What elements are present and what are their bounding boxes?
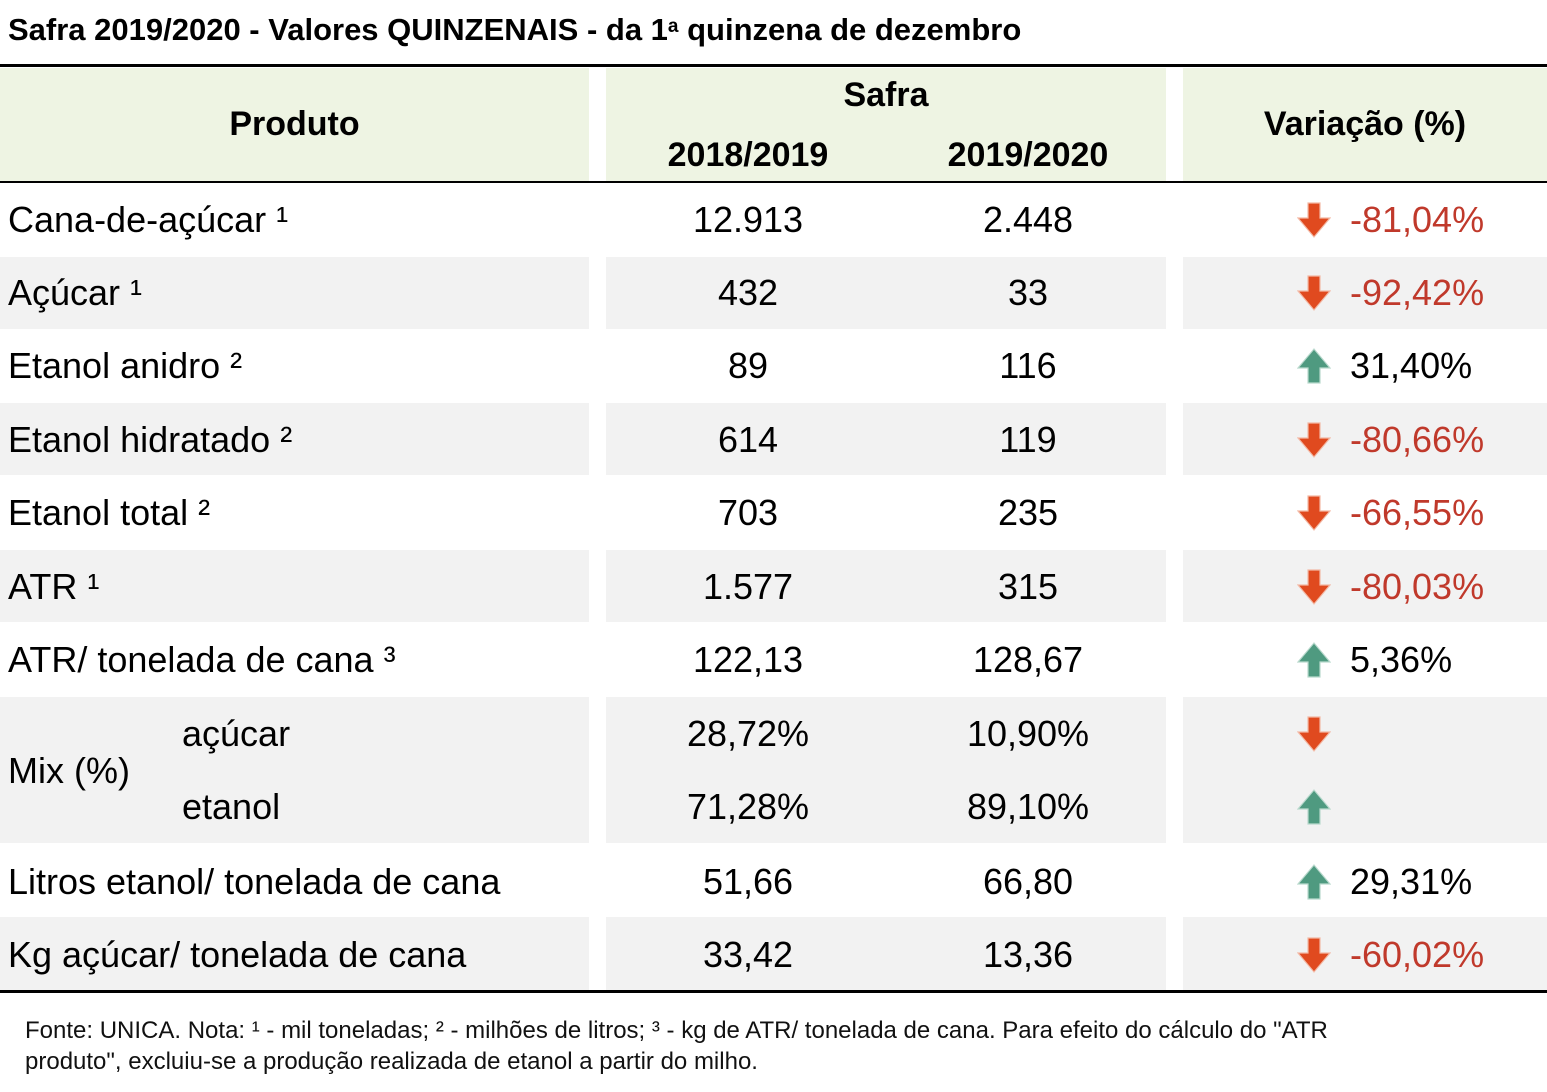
row-value-2019-2020: 10,90% [966,713,1090,754]
table-row-mix-acucar: açúcar 28,72% 10,90% [0,697,1547,770]
row-value-2019-2020: 128,67 [972,639,1084,680]
row-value-2019-2020: 235 [997,492,1059,533]
arrow-up-icon [1297,864,1331,900]
header-year-2018-2019: 2018/2019 [667,136,829,174]
row-stripe [0,550,589,622]
row-stripe [0,257,589,329]
row-variacao: 31,40% [1350,345,1473,386]
row-value-2018-2019: 703 [717,492,779,533]
row-value-2019-2020: 13,36 [982,934,1074,975]
row-produto: ATR ¹ [8,566,100,607]
row-value-2018-2019: 28,72% [686,713,810,754]
row-value-2018-2019: 89 [727,345,769,386]
row-value-2018-2019: 51,66 [702,861,794,902]
arrow-down-icon [1297,202,1331,238]
row-value-2019-2020: 116 [999,345,1057,386]
arrow-down-icon [1297,275,1331,311]
header-year-2019-2020: 2019/2020 [947,136,1109,174]
table-row: Cana-de-açúcar ¹ 12.913 2.448 -81,04% [0,183,1547,256]
header-safra-bg [606,68,1166,181]
header-produto-bg [0,68,589,181]
row-variacao: -60,02% [1350,934,1485,975]
row-value-2019-2020: 119 [999,419,1057,460]
table-row: Etanol hidratado ² 614 119 -80,66% [0,403,1547,476]
row-stripe [606,257,1166,329]
row-variacao: -80,03% [1350,566,1485,607]
header-variacao-bg [1183,68,1547,181]
header-produto: Produto [229,105,360,143]
row-produto: Etanol hidratado ² [8,419,293,460]
row-produto: açúcar [182,713,291,754]
table-row-mix-etanol: etanol 71,28% 89,10% [0,770,1547,843]
table-row: Açúcar ¹ 432 33 -92,42% [0,256,1547,329]
row-produto: Açúcar ¹ [8,272,143,313]
footer-line-1: Fonte: UNICA. Nota: ¹ - mil toneladas; ²… [25,1017,1328,1044]
footer-note: Fonte: UNICA. Nota: ¹ - mil toneladas; ²… [25,1015,1505,1077]
row-value-2018-2019: 614 [717,419,779,460]
row-stripe [1183,257,1547,329]
row-variacao: -80,66% [1350,419,1485,460]
row-variacao: 5,36% [1350,639,1453,680]
footer-line-2: produto", excluiu-se a produção realizad… [25,1048,758,1075]
row-produto: Etanol total ² [8,492,211,533]
arrow-down-icon [1297,716,1331,752]
page-title: Safra 2019/2020 - Valores QUINZENAIS - d… [8,12,1022,47]
row-stripe [0,403,589,475]
row-stripe [606,403,1166,475]
row-value-2018-2019: 12.913 [692,199,804,240]
row-produto: Litros etanol/ tonelada de cana [8,861,501,902]
table-row: ATR ¹ 1.577 315 -80,03% [0,550,1547,623]
row-value-2018-2019: 33,42 [702,934,794,975]
row-value-2018-2019: 432 [717,272,779,313]
arrow-up-icon [1297,789,1331,825]
row-stripe [606,917,1166,990]
arrow-up-icon [1297,348,1331,384]
bottom-rule [0,990,1547,993]
row-produto: etanol [182,786,281,827]
row-stripe [606,697,1166,843]
row-produto: Etanol anidro ² [8,345,243,386]
row-stripe [0,697,589,843]
row-stripe [606,550,1166,622]
row-variacao: -92,42% [1350,272,1485,313]
mix-label: Mix (%) [8,750,130,791]
row-produto: Cana-de-açúcar ¹ [8,199,289,240]
row-produto: Kg açúcar/ tonelada de cana [8,934,467,975]
table-row: Litros etanol/ tonelada de cana 51,66 66… [0,845,1547,918]
arrow-down-icon [1297,422,1331,458]
row-stripe [1183,550,1547,622]
row-stripe [1183,403,1547,475]
row-variacao: -66,55% [1350,492,1485,533]
row-value-2019-2020: 89,10% [966,786,1090,827]
top-rule [0,64,1547,67]
table-row: Etanol anidro ² 89 116 31,40% [0,329,1547,402]
arrow-down-icon [1297,937,1331,973]
row-stripe [1183,697,1547,843]
arrow-down-icon [1297,495,1331,531]
row-value-2019-2020: 2.448 [982,199,1074,240]
row-value-2019-2020: 33 [1007,272,1049,313]
row-produto: ATR/ tonelada de cana ³ [8,639,396,680]
row-stripe [1183,917,1547,990]
header-rule [0,181,1547,183]
row-variacao: -81,04% [1350,199,1485,240]
row-value-2018-2019: 122,13 [692,639,804,680]
row-variacao: 29,31% [1350,861,1473,902]
row-value-2018-2019: 71,28% [686,786,810,827]
row-value-2019-2020: 66,80 [982,861,1074,902]
header-variacao: Variação (%) [1263,105,1467,143]
row-stripe [0,917,589,990]
row-value-2018-2019: 1.577 [702,566,794,607]
arrow-down-icon [1297,569,1331,605]
table-row: Kg açúcar/ tonelada de cana 33,42 13,36 … [0,918,1547,991]
arrow-up-icon [1297,642,1331,678]
table-row: Etanol total ² 703 235 -66,55% [0,476,1547,549]
table-row: ATR/ tonelada de cana ³ 122,13 128,67 5,… [0,623,1547,696]
row-value-2019-2020: 315 [997,566,1059,607]
header-safra: Safra [843,76,929,114]
